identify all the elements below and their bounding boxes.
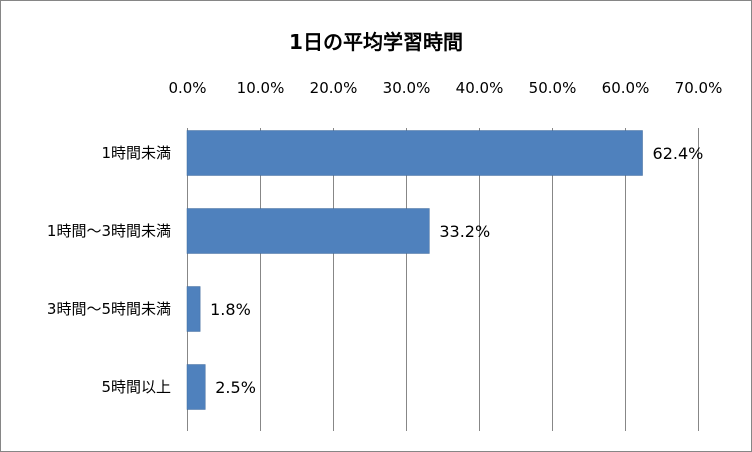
data-label: 33.2% — [439, 222, 490, 241]
x-tick-label: 30.0% — [383, 79, 431, 97]
x-tick-label: 10.0% — [237, 79, 285, 97]
bar — [186, 130, 643, 176]
x-tick-label: 70.0% — [675, 79, 723, 97]
x-tick-label: 40.0% — [456, 79, 504, 97]
x-tick-label: 50.0% — [529, 79, 577, 97]
gridlines — [187, 128, 699, 431]
chart-title: 1日の平均学習時間 — [289, 30, 463, 54]
category-label: 1時間～3時間未満 — [47, 222, 171, 240]
data-labels: 62.4% 33.2% 1.8% 2.5% — [210, 144, 703, 397]
bar — [186, 286, 201, 332]
category-labels: 1時間未満 1時間～3時間未満 3時間～5時間未満 5時間以上 — [47, 144, 171, 396]
x-tick-label: 0.0% — [168, 79, 206, 97]
category-label: 3時間～5時間未満 — [47, 300, 171, 318]
data-label: 2.5% — [215, 378, 256, 397]
category-label: 1時間未満 — [101, 144, 171, 162]
data-label: 1.8% — [210, 300, 251, 319]
x-axis-ticks: 0.0% 10.0% 20.0% 30.0% 40.0% 50.0% 60.0% 70.0% — [168, 79, 722, 97]
bars — [186, 130, 643, 410]
bar — [186, 208, 430, 254]
x-tick-label: 60.0% — [602, 79, 650, 97]
category-label: 5時間以上 — [101, 378, 171, 396]
x-tick-label: 20.0% — [310, 79, 358, 97]
bar — [186, 364, 206, 410]
data-label: 62.4% — [653, 144, 704, 163]
